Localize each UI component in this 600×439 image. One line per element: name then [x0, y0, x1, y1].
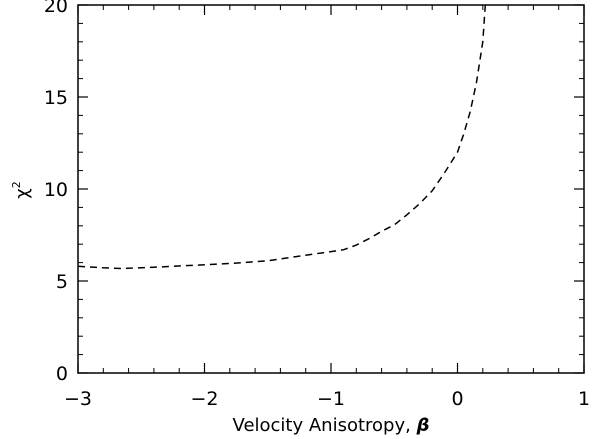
y-axis-label-symbol: χ [12, 188, 33, 198]
x-axis-label-text: Velocity Anisotropy, [233, 415, 417, 436]
y-tick-label: 10 [44, 179, 68, 201]
x-tick-label: −1 [317, 388, 345, 410]
y-tick-label: 15 [44, 87, 68, 109]
plot-frame [77, 4, 585, 374]
x-tick-label: 0 [451, 388, 463, 410]
x-tick-label: −2 [190, 388, 218, 410]
minor-ticks [78, 5, 584, 373]
x-axis-label-symbol: β [416, 415, 430, 436]
x-tick-label: −3 [64, 388, 92, 410]
x-axis-label: Velocity Anisotropy, β [233, 415, 430, 436]
y-axis-label-superscript: 2 [10, 181, 23, 188]
y-tick-label: 5 [56, 271, 68, 293]
major-ticks [77, 4, 585, 374]
chi-squared-curve [77, 4, 487, 270]
x-tick-label: 1 [578, 388, 590, 410]
y-axis-label: χ2 [10, 181, 33, 198]
y-tick-label: 20 [44, 0, 68, 17]
y-tick-label: 0 [56, 363, 68, 385]
